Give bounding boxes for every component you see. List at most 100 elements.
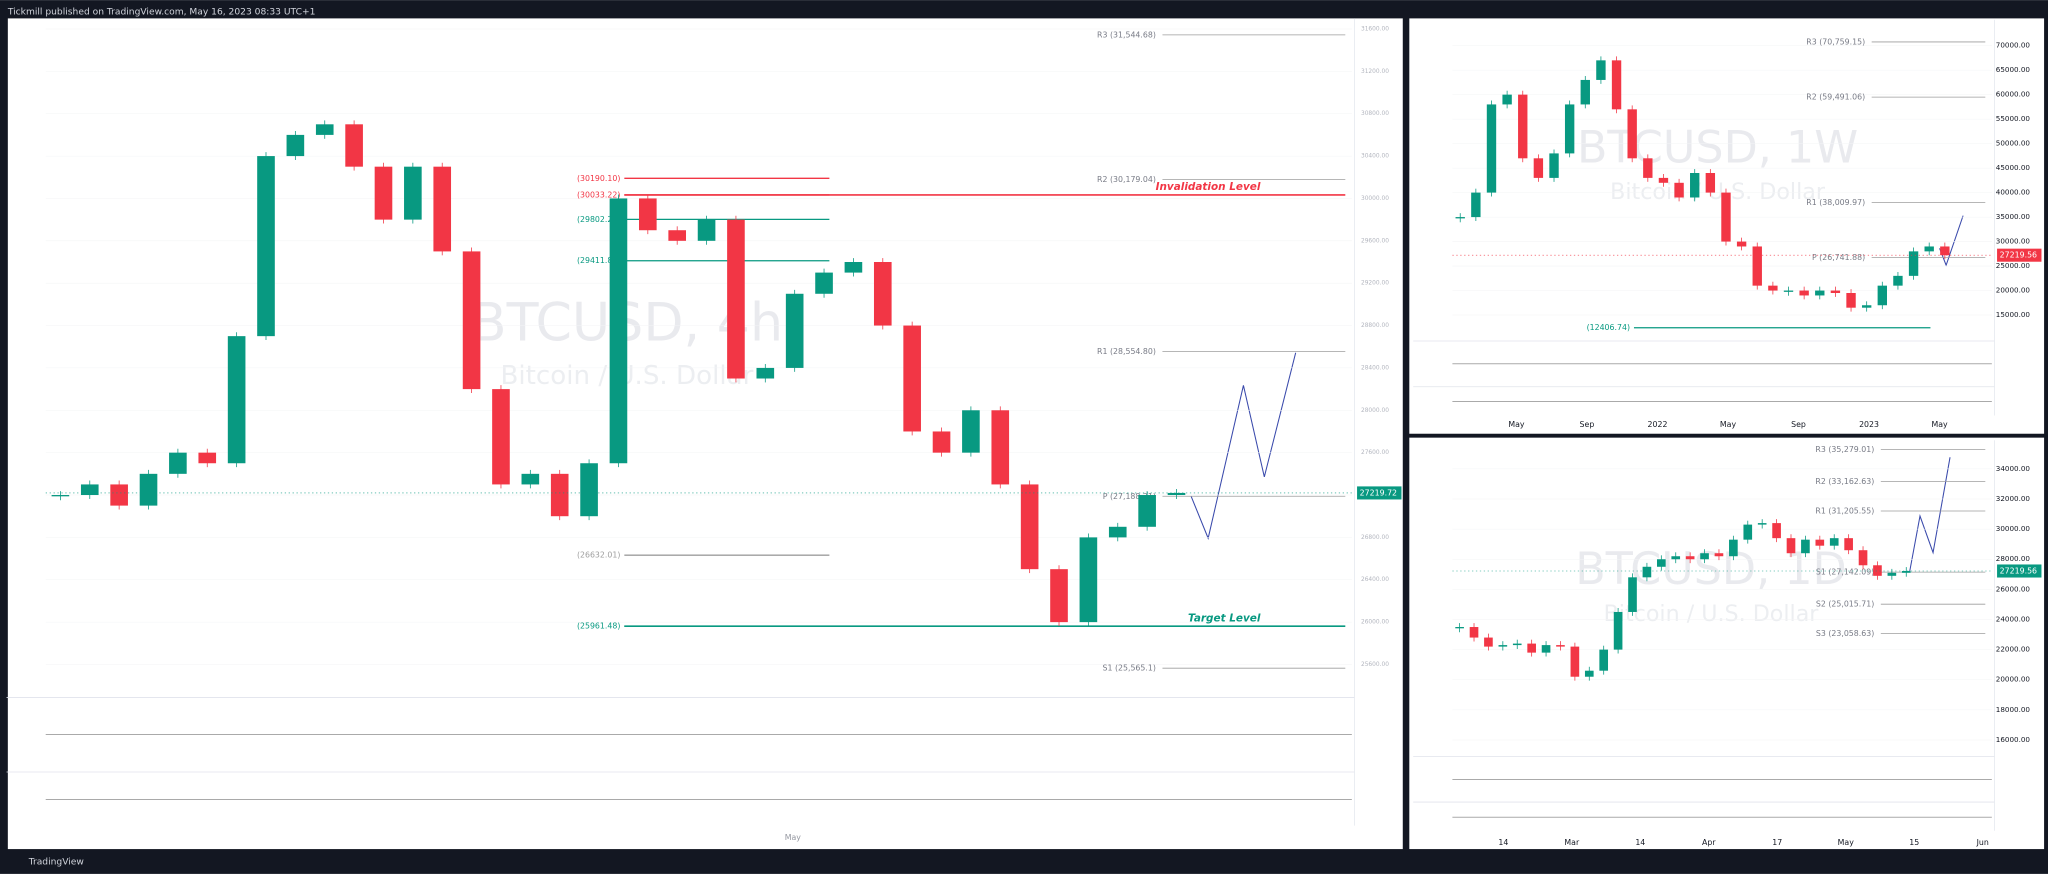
candle: [1671, 556, 1681, 560]
candle: [903, 325, 921, 432]
y-tick-label: 70000.00: [1996, 41, 2031, 50]
y-tick-label: 26000.00: [1361, 620, 1389, 626]
candle: [1138, 495, 1156, 527]
x-tick-label: Sep: [1580, 420, 1595, 429]
candle: [1815, 290, 1825, 296]
y-tick-label: 27600.00: [1361, 450, 1389, 456]
x-tick-label: Sep: [1791, 420, 1806, 429]
x-tick-label: 15: [1909, 838, 1919, 847]
pivot-label: S3 (23,058.63): [1816, 629, 1874, 638]
level-label: (12406.74): [1587, 323, 1630, 332]
x-tick-label: 14: [1498, 838, 1508, 847]
candle: [1674, 182, 1684, 198]
candle: [110, 484, 128, 506]
pivot-label: S1 (25,565.1): [1103, 664, 1156, 673]
candle: [580, 463, 598, 517]
y-tick-label: 24000.00: [1996, 614, 2031, 623]
candle: [1455, 217, 1465, 219]
level-label: (30190.10): [577, 174, 620, 183]
candle: [257, 156, 275, 337]
x-tick-label: 2022: [1648, 420, 1668, 429]
y-tick-label: 60000.00: [1996, 90, 2031, 99]
candle: [169, 452, 187, 474]
candle: [1613, 611, 1623, 650]
candle: [1729, 539, 1738, 557]
candle: [1533, 158, 1544, 178]
candle: [1685, 556, 1695, 560]
candle: [1736, 241, 1747, 247]
y-tick-label: 28800.00: [1361, 323, 1389, 329]
y-tick-label: 45000.00: [1996, 163, 2031, 172]
candle: [1690, 173, 1700, 198]
y-tick-label: 26000.00: [1996, 584, 2031, 593]
x-tick-label: 14: [1635, 838, 1645, 847]
candle: [1512, 643, 1522, 646]
y-tick-label: 30000.00: [1361, 196, 1389, 202]
candle: [1108, 526, 1127, 538]
candle: [1549, 153, 1559, 178]
candle: [1469, 627, 1479, 638]
candle: [1527, 643, 1536, 653]
candle: [286, 134, 305, 157]
x-tick-label: Jun: [1976, 838, 1989, 847]
candle: [844, 262, 863, 273]
level-label: (30033.22): [577, 190, 620, 199]
y-tick-label: 55000.00: [1996, 114, 2031, 123]
candle: [550, 473, 569, 517]
candle: [1657, 559, 1666, 567]
pivot-label: R2 (59,491.06): [1806, 93, 1865, 102]
candle: [198, 452, 217, 464]
candle: [1502, 94, 1512, 105]
candle: [1721, 192, 1731, 242]
pivot-label: R3 (35,279.01): [1815, 445, 1874, 454]
candle: [80, 484, 99, 496]
candle: [697, 219, 716, 241]
annotation-label: Target Level: [1188, 612, 1261, 624]
level-label: (29411.80): [577, 256, 620, 265]
y-tick-label: 30400.00: [1361, 154, 1389, 160]
candle: [1924, 246, 1934, 252]
candle: [1705, 173, 1716, 193]
level-label: (26632.01): [577, 551, 620, 560]
candle: [139, 473, 158, 506]
candle: [727, 219, 745, 379]
candle: [1815, 539, 1825, 546]
candle: [1858, 550, 1868, 566]
candle: [873, 262, 892, 326]
x-tick-label: Apr: [1702, 838, 1716, 847]
daily-panel: [1409, 437, 2045, 850]
candle: [1893, 275, 1903, 286]
x-tick-label: May: [785, 833, 802, 842]
candle: [1599, 649, 1609, 671]
candle: [404, 166, 422, 220]
watermark-subtitle: Bitcoin / U.S. Dollar: [1610, 179, 1826, 205]
pivot-label: S2 (25,015.71): [1816, 600, 1874, 609]
last-price-tag: [1357, 486, 1402, 500]
y-tick-label: 31200.00: [1361, 69, 1389, 75]
candle: [1844, 538, 1853, 551]
candle: [1752, 246, 1762, 286]
candle: [1518, 94, 1528, 159]
candle: [1873, 565, 1882, 576]
candle: [374, 166, 393, 220]
candle: [1799, 290, 1809, 296]
candle: [815, 272, 833, 294]
candle: [521, 473, 540, 485]
candle: [1830, 290, 1841, 293]
candle: [1611, 60, 1622, 110]
candle: [756, 367, 775, 379]
forecast-path: [1909, 457, 1951, 573]
y-tick-label: 30000.00: [1996, 237, 2031, 246]
y-tick-label: 22000.00: [1996, 645, 2031, 654]
candle: [668, 230, 687, 241]
last-price-tag: [1997, 564, 2042, 578]
candle: [433, 166, 452, 252]
y-tick-label: 28400.00: [1361, 365, 1389, 371]
candle: [1471, 192, 1481, 218]
candle: [1714, 553, 1724, 557]
y-tick-label: 20000.00: [1996, 286, 2031, 295]
candle: [1486, 104, 1497, 193]
candle: [1940, 246, 1950, 256]
x-tick-label: Mar: [1564, 838, 1580, 847]
